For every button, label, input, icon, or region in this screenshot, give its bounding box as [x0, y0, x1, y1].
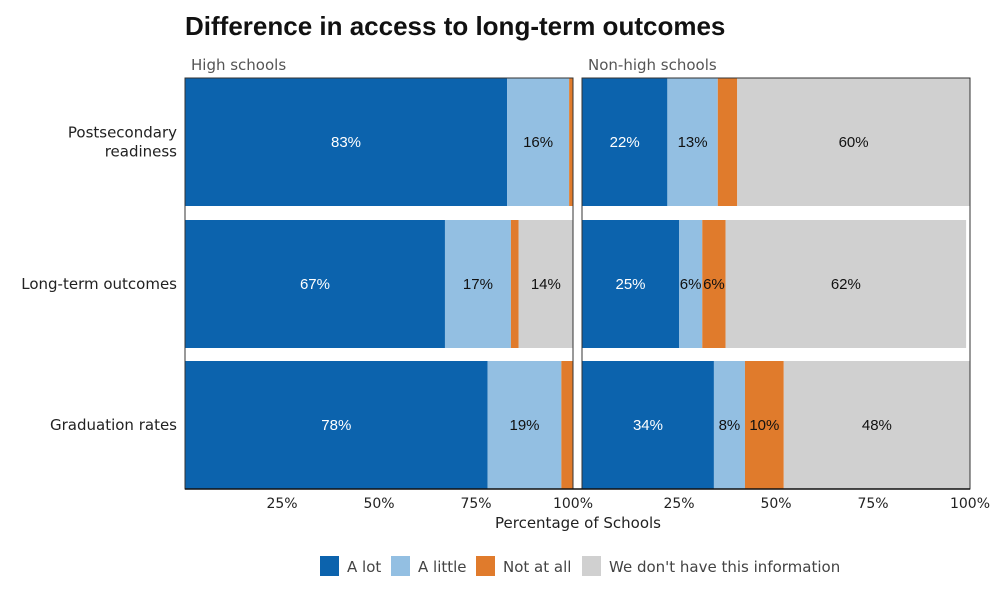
bar-a-little-graduation-rates — [487, 361, 562, 489]
data-label: 13% — [678, 134, 708, 151]
data-label: 8% — [719, 417, 741, 434]
legend-item-a-little: A little — [391, 556, 467, 576]
x-axis-title: Percentage of Schools — [495, 514, 661, 532]
chart-title: Difference in access to long-term outcom… — [185, 11, 725, 41]
x-axis: 25% 50% 75% 100% 25% 50% 75% 100% — [185, 488, 990, 512]
bar-we-don-t-have-this-information-long-term-outcomes — [725, 220, 967, 348]
legend-swatch — [582, 556, 601, 576]
data-label: 22% — [610, 134, 640, 151]
legend-label: A little — [418, 558, 467, 576]
data-label: 78% — [321, 417, 351, 434]
bar-we-don-t-have-this-information-postsecondary-readiness — [737, 78, 970, 206]
x-tick-label: 75% — [857, 496, 888, 512]
bar-not-at-all-long-term-outcomes — [702, 220, 726, 348]
legend: A lot A little Not at all We don't have thi… — [320, 556, 840, 576]
legend-swatch — [391, 556, 410, 576]
bar-a-lot-graduation-rates — [185, 361, 488, 489]
x-tick-label: 100% — [553, 496, 593, 512]
bar-we-don-t-have-this-information-graduation-rates — [783, 361, 970, 489]
bar-not-at-all-graduation-rates — [561, 361, 573, 489]
data-label: 48% — [862, 417, 892, 434]
data-label: 14% — [531, 276, 561, 293]
bar-a-little-postsecondary-readiness — [667, 78, 718, 206]
data-label: 25% — [615, 276, 645, 293]
bar-not-at-all-postsecondary-readiness — [569, 78, 573, 206]
x-tick-label: 25% — [663, 496, 694, 512]
data-label: 10% — [749, 417, 779, 434]
bar-a-little-long-term-outcomes — [444, 220, 511, 348]
legend-item-we-don-t-have-this-information: We don't have this information — [582, 556, 840, 576]
bar-not-at-all-long-term-outcomes — [510, 220, 519, 348]
bar-a-lot-long-term-outcomes — [185, 220, 445, 348]
x-tick-label: 100% — [950, 496, 990, 512]
bar-a-lot-graduation-rates — [582, 361, 714, 489]
legend-item-a-lot: A lot — [320, 556, 381, 576]
x-tick-label: 75% — [460, 496, 491, 512]
facet-label-non-high-schools: Non-high schools — [588, 56, 717, 74]
bar-we-don-t-have-this-information-long-term-outcomes — [518, 220, 573, 348]
panel-non-high-schools: Non-high schools 22% 13% 60% 25% 6% 6% 62% 34% 8%… — [581, 56, 971, 490]
legend-label: Not at all — [503, 558, 571, 576]
bar-a-little-long-term-outcomes — [679, 220, 703, 348]
bar-not-at-all-postsecondary-readiness — [717, 78, 738, 206]
y-axis-labels: Postsecondary readiness Long-term outcomes… — [21, 124, 177, 435]
data-label: 83% — [331, 134, 361, 151]
x-tick-label: 25% — [266, 496, 297, 512]
data-label: 17% — [463, 276, 493, 293]
data-label: 34% — [633, 417, 663, 434]
data-label: 60% — [839, 134, 869, 151]
data-label: 62% — [831, 276, 861, 293]
chart-panels: High schools 83% 16% 67% 17% 14% 78% 19% Non-hig… — [184, 56, 971, 490]
data-label: 16% — [523, 134, 553, 151]
legend-label: A lot — [347, 558, 381, 576]
y-tick-label: Graduation rates — [50, 416, 177, 434]
y-tick-label: Postsecondary readiness — [68, 124, 177, 161]
data-label: 6% — [703, 276, 725, 293]
bar-a-lot-postsecondary-readiness — [582, 78, 668, 206]
bar-not-at-all-graduation-rates — [744, 361, 784, 489]
bar-a-little-graduation-rates — [713, 361, 745, 489]
bar-a-lot-postsecondary-readiness — [185, 78, 508, 206]
data-label: 67% — [300, 276, 330, 293]
bar-a-lot-long-term-outcomes — [582, 220, 679, 348]
facet-label-high-schools: High schools — [191, 56, 286, 74]
legend-label: We don't have this information — [609, 558, 840, 576]
legend-swatch — [320, 556, 339, 576]
legend-swatch — [476, 556, 495, 576]
panel-high-schools: High schools 83% 16% 67% 17% 14% 78% 19% — [184, 56, 574, 490]
x-tick-label: 50% — [760, 496, 791, 512]
y-tick-label: Long-term outcomes — [21, 275, 177, 293]
bar-a-little-postsecondary-readiness — [507, 78, 570, 206]
data-label: 19% — [509, 417, 539, 434]
x-tick-label: 50% — [363, 496, 394, 512]
legend-item-not-at-all: Not at all — [476, 556, 571, 576]
data-label: 6% — [680, 276, 702, 293]
